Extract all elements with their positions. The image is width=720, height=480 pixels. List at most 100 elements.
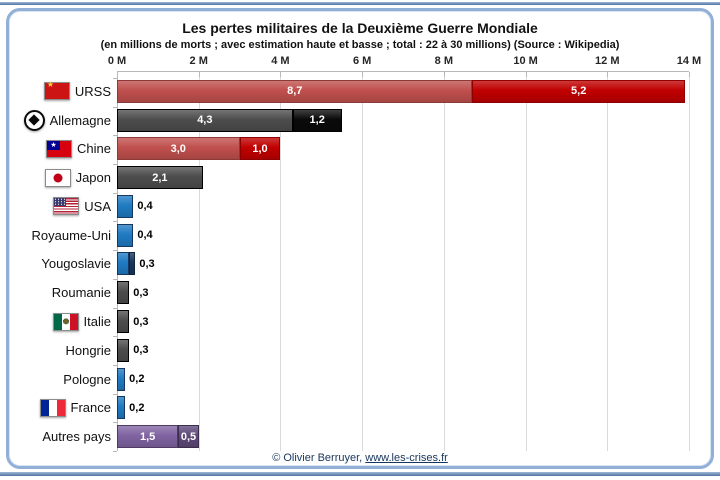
country-label: Roumanie xyxy=(51,285,111,301)
axis-tick xyxy=(443,72,445,77)
japan-flag-icon xyxy=(44,168,71,187)
axis-tick xyxy=(362,72,364,77)
gridline xyxy=(198,72,200,451)
gridline xyxy=(280,72,282,451)
bar-track: 0,2 xyxy=(117,396,689,420)
country-label: France xyxy=(70,400,111,416)
axis-tick xyxy=(607,72,609,77)
ussr-flag-icon xyxy=(43,80,70,101)
country-label: Royaume-Uni xyxy=(31,227,111,243)
bar-value-label: 0,4 xyxy=(137,200,153,213)
category-axis-tick xyxy=(113,278,117,280)
x-tick-label: 0 M xyxy=(107,55,127,67)
usa-flag-icon xyxy=(53,197,80,216)
bar-segment xyxy=(117,223,134,247)
bar-segment xyxy=(117,252,130,276)
bar-track: 0,3 xyxy=(117,310,689,333)
axis-tick xyxy=(198,72,200,77)
chart-row: France 0,2 xyxy=(19,393,701,422)
category-axis-tick xyxy=(113,364,117,366)
bar-segment: 3,0 xyxy=(117,137,240,161)
category-axis-tick xyxy=(113,78,117,79)
bar-segment: 2,1 xyxy=(117,166,203,190)
chart-row: Allemagne 4,3 1,2 xyxy=(19,106,701,135)
bar-segment xyxy=(117,281,130,305)
axis-tick xyxy=(525,72,527,77)
bar-value-label: 0,3 xyxy=(133,286,149,299)
china_roc-flag-icon xyxy=(46,139,73,158)
country-label: Hongrie xyxy=(65,342,111,358)
bar-value-label: 0,3 xyxy=(139,257,155,270)
chart-row: Autres pays 1,5 0,5 xyxy=(19,422,701,451)
category-axis-tick xyxy=(113,307,117,309)
row-label-cell: Pologne xyxy=(19,372,117,387)
category-axis-tick xyxy=(113,393,117,395)
bar-value-label: 0,3 xyxy=(133,315,149,328)
chart-frame-content: Les pertes militaires de la Deuxième Gue… xyxy=(9,11,711,466)
chart-row: Hongrie 0,3 xyxy=(19,336,701,365)
row-label-cell: Yougoslavie xyxy=(19,256,117,271)
chart-row: Chine 3,01,0 xyxy=(19,135,701,164)
bar-value-label: 0,2 xyxy=(129,401,145,414)
bar-track: 0,3 xyxy=(117,338,689,362)
bar-track: 0,4 xyxy=(117,223,689,247)
gridline xyxy=(607,72,609,451)
bar-segment: 1,0 xyxy=(239,137,281,161)
bar-segment xyxy=(117,194,134,218)
bar-segment xyxy=(117,396,126,420)
country-label: USA xyxy=(84,198,111,214)
country-label: Allemagne xyxy=(49,112,111,128)
bar-segment: 8,7 xyxy=(117,79,473,103)
bar-segment: 1,2 xyxy=(292,108,342,132)
x-tick-label: 4 M xyxy=(271,55,290,67)
bar-track: 4,3 1,2 xyxy=(117,108,689,132)
row-label-cell: USA xyxy=(19,197,117,216)
bar-segment xyxy=(117,310,130,333)
x-tick-label: 2 M xyxy=(189,55,208,67)
bar-track: 0,3 xyxy=(117,281,689,305)
bar-track: 1,5 0,5 xyxy=(117,425,689,449)
bar-track: 0,4 xyxy=(117,194,689,218)
category-axis-tick xyxy=(113,106,117,108)
x-tick-label: 12 M xyxy=(595,55,620,67)
les-crises-link[interactable]: www.les-crises.fr xyxy=(365,452,448,464)
copyright-text: © Olivier Berruyer, xyxy=(272,452,363,464)
chart-frame: Les pertes militaires de la Deuxième Gue… xyxy=(6,8,714,469)
gridline xyxy=(525,72,527,451)
chart-row: Pologne 0,2 xyxy=(19,365,701,394)
country-label: Pologne xyxy=(63,371,111,387)
row-label-cell: Hongrie xyxy=(19,343,117,358)
row-label-cell: Japon xyxy=(19,168,117,187)
country-label: Yougoslavie xyxy=(41,256,111,272)
x-tick-label: 6 M xyxy=(352,55,372,67)
category-axis-tick xyxy=(113,422,117,424)
bottom-accent-line xyxy=(0,472,720,476)
bar-segment: 5,2 xyxy=(472,79,685,103)
x-tick-label: 8 M xyxy=(434,55,454,67)
row-label-cell: Italie xyxy=(19,312,117,331)
chart-row: Royaume-Uni 0,4 xyxy=(19,221,701,250)
x-tick-label: 14 M xyxy=(676,55,702,67)
bar-track: 8,7 5,2 xyxy=(117,79,689,103)
category-axis-tick xyxy=(113,164,117,166)
category-axis-tick xyxy=(113,250,117,252)
footer-credit: © Olivier Berruyer, www.les-crises.fr xyxy=(19,452,701,468)
category-axis-tick xyxy=(113,135,117,137)
gridline xyxy=(689,72,690,451)
bar-track: 2,1 xyxy=(117,166,689,190)
bar-segment: 0,5 xyxy=(178,425,199,449)
chart-row: USA 0,4 xyxy=(19,192,701,221)
row-label-cell: France xyxy=(19,398,117,417)
x-axis-tick-labels: 0 M 2 M 4 M 6 M 8 M 10 M 12 M 14 M xyxy=(108,55,701,71)
row-label-cell: URSS xyxy=(19,80,117,101)
bar-value-label: 0,3 xyxy=(133,344,149,357)
chart-row: Yougoslavie 0,3 xyxy=(19,250,701,279)
x-tick-label: 10 M xyxy=(513,55,538,67)
bar-track: 3,0 1,0 xyxy=(117,137,689,161)
bar-value-label: 0,4 xyxy=(137,229,153,242)
row-label-cell: Royaume-Uni xyxy=(19,228,117,243)
bar-chart: 0 M 2 M 4 M 6 M 8 M 10 M 12 M 14 M xyxy=(19,55,701,452)
category-axis-tick xyxy=(113,451,117,452)
gridline xyxy=(362,72,364,451)
gridline xyxy=(443,72,445,451)
